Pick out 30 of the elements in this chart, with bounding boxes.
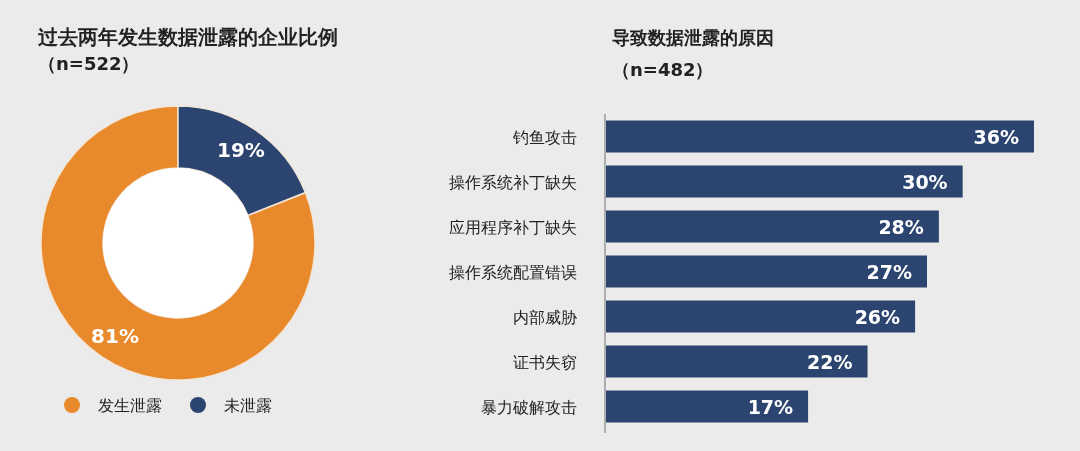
y-tick-label: 应用程序补丁缺失	[449, 217, 577, 237]
data-label: 17%	[747, 395, 794, 418]
chart-subtitle: （n=482）	[612, 59, 714, 80]
bar	[606, 345, 868, 378]
chart-title: 过去两年发生数据泄露的企业比例	[37, 25, 338, 49]
y-tick-label: 证书失窃	[513, 352, 577, 372]
data-label: 27%	[866, 260, 912, 283]
y-tick-label: 钓鱼攻击	[512, 127, 577, 147]
data-label: 36%	[973, 125, 1019, 148]
bar	[606, 210, 939, 243]
bar	[606, 300, 916, 333]
data-label: 19%	[217, 138, 265, 163]
bar	[606, 390, 809, 423]
data-label: 81%	[91, 323, 139, 348]
chart-subtitle: （n=522）	[38, 53, 140, 74]
legend-label: 未泄露	[224, 396, 272, 415]
donut-slice	[40, 105, 316, 381]
data-label: 22%	[807, 350, 853, 373]
chart-title: 导致数据泄露的原因	[612, 27, 774, 48]
y-tick-label: 内部威胁	[513, 307, 577, 327]
data-label: 26%	[854, 305, 901, 328]
legend-label: 发生泄露	[98, 396, 162, 415]
y-tick-label: 暴力破解攻击	[481, 397, 577, 417]
data-label: 28%	[878, 215, 924, 238]
bar	[606, 165, 963, 198]
y-tick-label: 操作系统补丁缺失	[449, 172, 577, 192]
data-label: 30%	[902, 170, 948, 193]
y-tick-label: 操作系统配置错误	[449, 262, 577, 282]
bar	[606, 255, 927, 288]
bar	[606, 120, 1034, 153]
